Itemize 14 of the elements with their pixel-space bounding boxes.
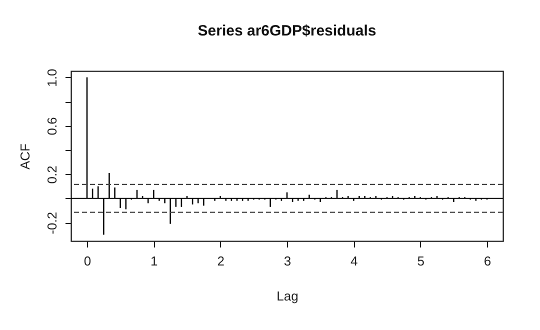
x-tick-label: 4	[350, 254, 358, 268]
y-tick-label: -0.2	[44, 212, 60, 234]
x-tick-label: 5	[417, 254, 424, 268]
chart-title: Series ar6GDP$residuals	[198, 22, 376, 40]
x-axis-title: Lag	[276, 288, 298, 304]
x-tick-label: 0	[84, 254, 92, 268]
x-tick-label: 1	[150, 254, 158, 268]
y-tick-label: 0.2	[44, 166, 60, 184]
y-axis-title: ACF	[18, 143, 32, 170]
x-tick-label: 6	[484, 254, 492, 268]
y-tick-label: 1.0	[44, 68, 60, 87]
y-tick-label: 0.6	[44, 117, 60, 136]
x-tick-label: 3	[284, 254, 292, 268]
x-tick-label: 2	[217, 254, 224, 268]
